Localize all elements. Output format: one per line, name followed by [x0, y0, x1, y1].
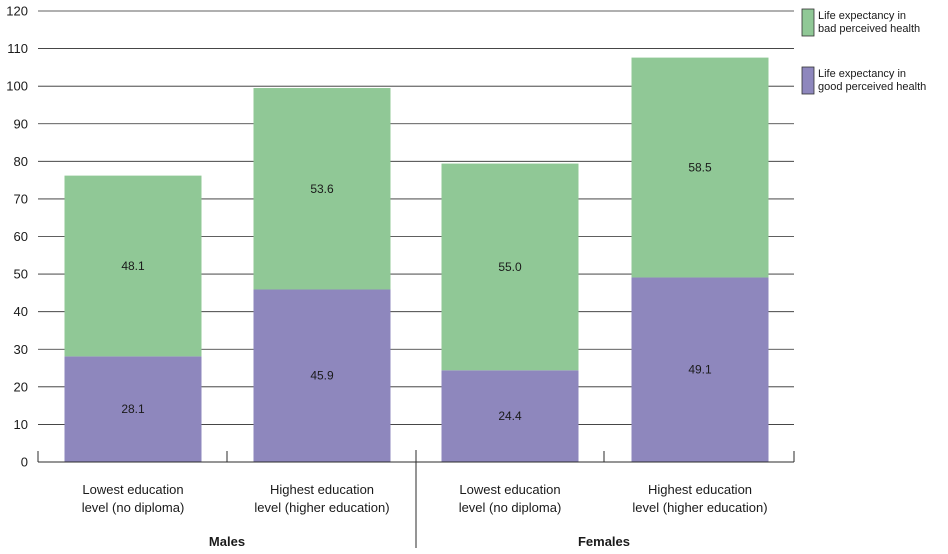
- x-category-label: Lowest education level (no diploma): [459, 482, 562, 515]
- x-category-label-line: Highest education: [648, 482, 752, 497]
- legend-label-line: Life expectancy in: [818, 10, 906, 22]
- x-category-label-line: level (no diploma): [82, 500, 185, 515]
- legend-label-line: Life expectancy in: [818, 68, 906, 80]
- data-label: 28.1: [121, 402, 145, 416]
- legend-label-line: bad perceived health: [818, 23, 920, 35]
- data-label: 58.5: [688, 161, 712, 175]
- y-tick-label: 0: [21, 455, 28, 470]
- y-tick-label: 40: [14, 304, 28, 319]
- bars: 28.1 48.1 45.9 53.6 24.4 55.0 49.1 58.5: [64, 57, 769, 462]
- legend-swatch: [801, 8, 815, 37]
- x-category-label: Highest education level (higher education…: [632, 482, 767, 515]
- data-label: 53.6: [310, 182, 334, 196]
- x-category-label: Highest education level (higher education…: [254, 482, 389, 515]
- legend-label-line: good perceived health: [818, 81, 926, 93]
- y-tick-label: 70: [14, 191, 28, 206]
- x-category-label-line: Lowest education: [459, 482, 560, 497]
- y-tick-label: 10: [14, 417, 28, 432]
- bar-segment: [441, 370, 579, 462]
- x-category-label-line: level (higher education): [632, 500, 767, 515]
- legend: Life expectancy in bad perceived healthLi…: [801, 8, 926, 95]
- bar-segment: [631, 57, 769, 278]
- data-label: 45.9: [310, 369, 334, 383]
- data-label: 55.0: [498, 260, 522, 274]
- x-category-label-line: Lowest education: [82, 482, 183, 497]
- axes: 0 10 20 30 40 50 60 70 80 90 100 110 120 Lowest educa…: [6, 4, 795, 549]
- bar-segment: [253, 289, 391, 462]
- x-category-label-line: level (no diploma): [459, 500, 562, 515]
- y-tick-label: 110: [7, 41, 28, 56]
- y-tick-label: 30: [14, 342, 28, 357]
- bar-segment: [64, 175, 202, 357]
- group-label: Females: [578, 534, 630, 549]
- bar-segment: [253, 88, 391, 290]
- data-label: 49.1: [688, 363, 712, 377]
- data-label: 24.4: [498, 409, 522, 423]
- legend-swatch: [801, 66, 815, 95]
- y-tick-label: 80: [14, 154, 28, 169]
- bar-segment: [631, 277, 769, 462]
- y-tick-label: 90: [14, 116, 28, 131]
- x-category-label-line: Highest education: [270, 482, 374, 497]
- y-tick-label: 60: [14, 229, 28, 244]
- bar-segment: [64, 356, 202, 462]
- y-tick-label: 50: [14, 267, 28, 282]
- legend-label: Life expectancy in bad perceived health: [818, 10, 920, 35]
- bar-segment: [441, 163, 579, 371]
- y-tick-label: 100: [6, 79, 28, 94]
- legend-label: Life expectancy in good perceived health: [818, 68, 926, 93]
- group-label: Males: [209, 534, 245, 549]
- x-category-label: Lowest education level (no diploma): [82, 482, 185, 515]
- y-tick-label: 20: [14, 379, 28, 394]
- data-label: 48.1: [121, 259, 145, 273]
- y-tick-label: 120: [6, 4, 28, 19]
- x-category-label-line: level (higher education): [254, 500, 389, 515]
